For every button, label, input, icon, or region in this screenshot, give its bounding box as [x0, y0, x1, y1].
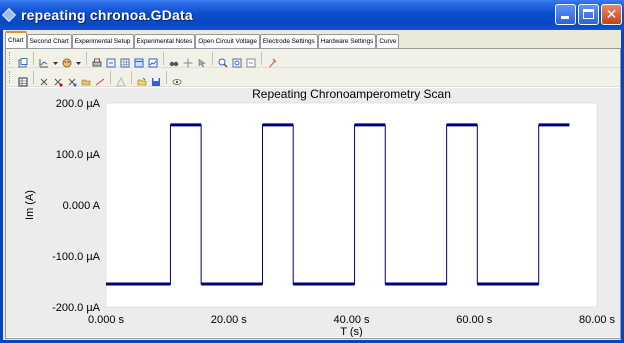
pan-icon[interactable]	[183, 53, 193, 68]
y-axis-label: Im (A)	[24, 190, 36, 220]
tab-strip: Chart Second Chart Experimental Setup Ex…	[3, 31, 400, 48]
folder-icon[interactable]	[81, 72, 91, 86]
toolbar-separator	[163, 51, 164, 65]
maximize-button[interactable]	[578, 4, 599, 25]
toolbar-separator	[166, 70, 167, 84]
toolbar-separator	[131, 70, 132, 84]
tools-icon[interactable]	[267, 53, 277, 68]
open-file-icon[interactable]	[137, 72, 147, 86]
data-table-icon[interactable]	[18, 72, 28, 87]
y-tick-label: -200.0 µA	[52, 302, 101, 314]
save-icon[interactable]	[151, 72, 161, 86]
window-controls: ✕	[555, 4, 622, 25]
tab-chart[interactable]: Chart	[5, 31, 27, 48]
toolbar-separator	[86, 51, 87, 65]
close-icon: ✕	[605, 6, 618, 23]
chart-toolbar-2	[6, 68, 620, 87]
x-tick-label: 40.00 s	[333, 314, 370, 326]
chevron-down-icon[interactable]	[53, 53, 58, 65]
maximize-icon	[583, 9, 594, 19]
y-tick-label: 100.0 µA	[56, 149, 101, 161]
minimize-button[interactable]	[555, 4, 576, 25]
x-axis-label: T (s)	[340, 326, 362, 337]
chart-toolbar-1	[6, 49, 620, 68]
cursor-remove-icon[interactable]	[53, 72, 63, 87]
zoom-out-icon[interactable]	[246, 53, 256, 68]
plot-area[interactable]	[105, 102, 598, 308]
cursor-add-icon[interactable]	[39, 72, 49, 86]
chart-panel: Repeating Chronoamperometry Scan 200.0 µA…	[6, 87, 620, 338]
chart-canvas[interactable]: Repeating Chronoamperometry Scan 200.0 µA…	[6, 87, 620, 338]
minimize-icon	[561, 16, 569, 19]
tab-curve[interactable]: Curve	[376, 34, 400, 48]
close-button[interactable]: ✕	[601, 4, 622, 25]
copy-chart-icon[interactable]	[18, 53, 28, 68]
toolbar-grip[interactable]	[9, 71, 13, 83]
palette-icon[interactable]	[62, 53, 72, 68]
toolbar-separator	[33, 70, 34, 84]
x-tick-label: 80.00 s	[579, 314, 616, 326]
toolbar-separator	[110, 70, 111, 84]
tab-experimental-setup[interactable]: Experimental Setup	[71, 34, 134, 48]
grid-icon[interactable]	[120, 53, 130, 68]
cursor-select-icon[interactable]	[67, 72, 77, 87]
app-icon	[1, 7, 17, 23]
toolbar-separator	[212, 51, 213, 65]
cursor-icon[interactable]	[197, 53, 207, 68]
toolbar-separator	[33, 51, 34, 65]
zoom-fit-icon[interactable]	[232, 53, 242, 68]
x-tick-label: 0.000 s	[88, 314, 125, 326]
binoculars-icon[interactable]	[169, 53, 179, 67]
y-tick-label: 0.000 A	[63, 200, 101, 212]
tab-experimental-notes[interactable]: Experimental Notes	[133, 34, 196, 48]
x-tick-label: 60.00 s	[456, 314, 493, 326]
tab-content: Repeating Chronoamperometry Scan 200.0 µA…	[5, 48, 621, 339]
line-tool-icon[interactable]	[95, 72, 105, 86]
title-bar[interactable]: repeating chronoa.GData ✕	[0, 0, 624, 30]
toolbar-grip[interactable]	[9, 52, 13, 64]
tab-second-chart[interactable]: Second Chart	[26, 34, 72, 48]
tab-open-circuit-voltage[interactable]: Open Circuit Voltage	[195, 34, 260, 48]
y-tick-label: -100.0 µA	[52, 251, 101, 263]
data-view-icon[interactable]	[148, 53, 158, 68]
print-icon[interactable]	[92, 53, 102, 67]
chart-type-icon[interactable]	[39, 53, 49, 68]
chevron-down-icon[interactable]	[76, 53, 81, 65]
chart-title: Repeating Chronoamperometry Scan	[252, 88, 451, 101]
series-line[interactable]	[106, 124, 570, 285]
tab-hardware-settings[interactable]: Hardware Settings	[317, 34, 377, 48]
table-icon[interactable]	[134, 53, 144, 68]
x-tick-label: 20.00 s	[211, 314, 248, 326]
warning-icon[interactable]	[116, 72, 126, 87]
eye-icon[interactable]	[172, 72, 182, 85]
tab-electrode-settings[interactable]: Electrode Settings	[259, 34, 318, 48]
window-title: repeating chronoa.GData	[21, 7, 193, 23]
export-icon[interactable]	[106, 53, 116, 68]
toolbar-separator	[261, 51, 262, 65]
zoom-icon[interactable]	[218, 53, 228, 68]
y-tick-label: 200.0 µA	[56, 98, 101, 110]
